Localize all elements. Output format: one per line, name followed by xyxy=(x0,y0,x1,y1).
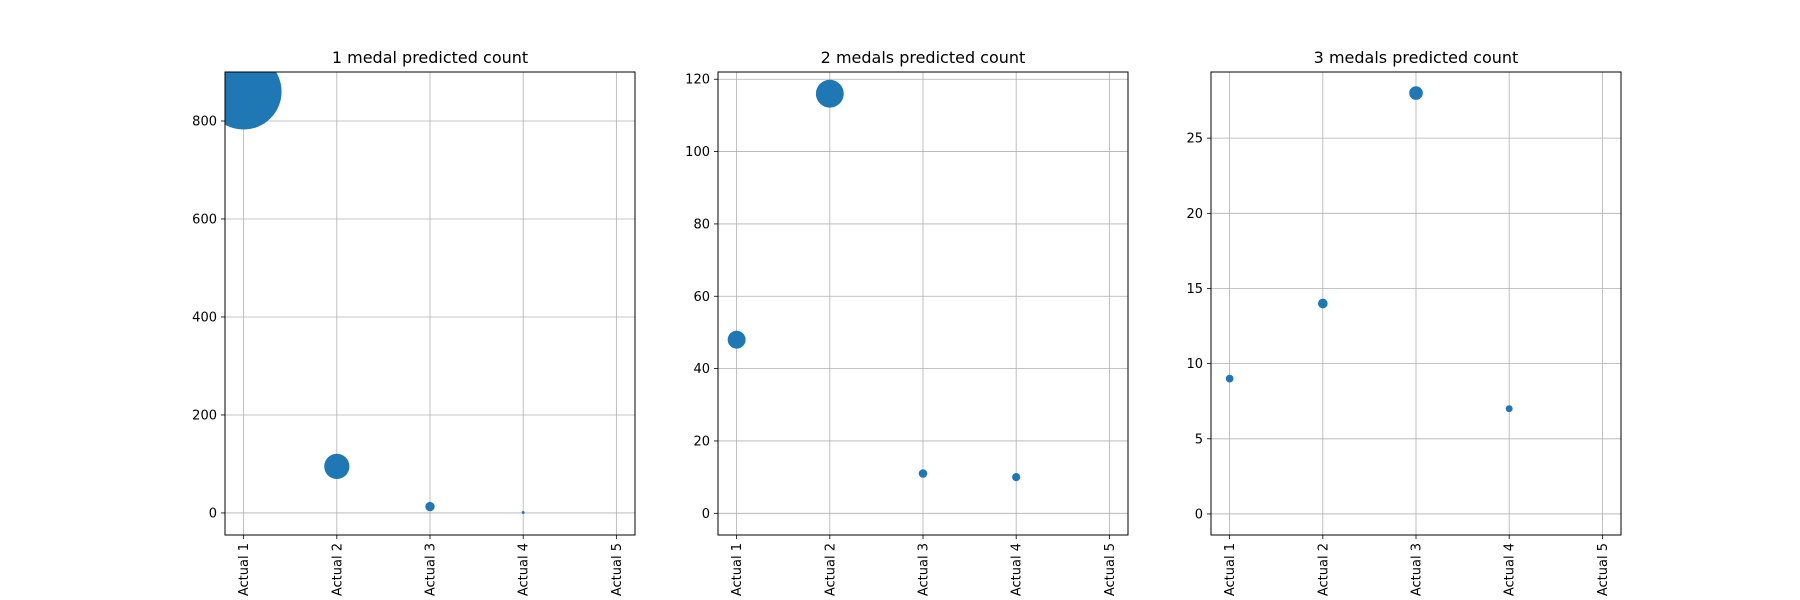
x-tick-label: Actual 2 xyxy=(823,543,838,596)
charts: 1 medal predicted count0200400600800Actu… xyxy=(192,48,1622,596)
chart-title: 3 medals predicted count xyxy=(1314,48,1519,67)
chart-2: 2 medals predicted count 0 20 40 60 80 100 120 A… xyxy=(685,48,1129,596)
x-tick-label: Actual 5 xyxy=(1596,543,1611,596)
x-tick-label: Actual 5 xyxy=(610,543,625,596)
plot-frame xyxy=(224,71,636,536)
y-tick-label: 80 xyxy=(693,217,710,232)
x-tick-label: Actual 3 xyxy=(424,543,439,596)
y-tick-label: 0 xyxy=(1195,507,1203,522)
x-tick-label: Actual 3 xyxy=(917,543,932,596)
x-tick-label: Actual 1 xyxy=(730,543,745,596)
chart-1: 1 medal predicted count 0 200 400 600 800 Actu… xyxy=(192,48,636,596)
y-tick-label: 800 xyxy=(192,114,217,129)
x-tick-label: Actual 1 xyxy=(1223,543,1238,596)
y-tick-label: 60 xyxy=(693,290,710,305)
plot-frame xyxy=(717,71,1129,536)
scatter-point xyxy=(727,330,746,349)
scatter-points xyxy=(727,79,1021,482)
x-tick-label: Actual 2 xyxy=(1316,543,1331,596)
y-tick-label: 20 xyxy=(693,434,710,449)
scatter-point xyxy=(1409,86,1423,100)
y-tick-label: 400 xyxy=(192,310,217,325)
scatter-point xyxy=(324,453,350,480)
scatter-point xyxy=(1505,405,1513,413)
y-tick-label: 25 xyxy=(1186,132,1203,147)
x-tick-label: Actual 4 xyxy=(517,543,532,596)
y-tick-label: 600 xyxy=(192,212,217,227)
scatter-point xyxy=(425,501,435,512)
y-tick-label: 10 xyxy=(1186,357,1203,372)
plot-frame xyxy=(1210,71,1622,536)
scatter-point xyxy=(815,79,844,108)
scatter-point xyxy=(521,511,525,514)
scatter-points xyxy=(1225,86,1513,413)
y-tick-label: 200 xyxy=(192,408,217,423)
scatter-point xyxy=(1225,374,1234,383)
y-tick-label: 0 xyxy=(209,506,217,521)
y-tick-label: 20 xyxy=(1186,207,1203,222)
y-tick-label: 100 xyxy=(685,145,710,160)
scatter-point xyxy=(1317,298,1328,309)
scatter-point xyxy=(1012,473,1021,482)
scatter-points xyxy=(225,72,525,514)
x-tick-label: Actual 1 xyxy=(237,543,252,596)
x-tick-label: Actual 4 xyxy=(1010,543,1025,596)
chart-3: 3 medals predicted count 0 5 10 15 20 25 Actual… xyxy=(1186,48,1622,596)
x-tick-label: Actual 2 xyxy=(330,543,345,596)
x-tick-label: Actual 5 xyxy=(1103,543,1118,596)
x-tick-label: Actual 3 xyxy=(1410,543,1425,596)
y-tick-label: 40 xyxy=(693,362,710,377)
y-tick-label: 5 xyxy=(1195,432,1203,447)
chart-title: 1 medal predicted count xyxy=(332,48,528,67)
x-tick-label: Actual 4 xyxy=(1503,543,1518,596)
scatter-point xyxy=(225,72,282,130)
scatter-point xyxy=(918,469,928,478)
y-tick-label: 120 xyxy=(685,73,710,88)
chart-title: 2 medals predicted count xyxy=(821,48,1026,67)
y-tick-label: 0 xyxy=(702,507,710,522)
y-tick-label: 15 xyxy=(1186,282,1203,297)
